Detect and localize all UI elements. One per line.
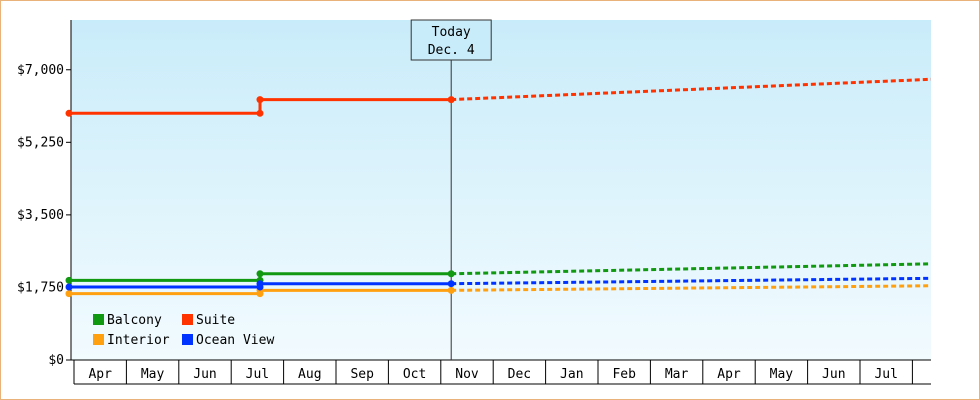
y-axis: $0 $1,750 $3,500 $5,250 $7,000	[17, 20, 72, 368]
x-tick-label: May	[770, 367, 794, 382]
x-tick-label: Aug	[298, 367, 321, 382]
x-tick-label: Dec	[508, 367, 531, 382]
legend-swatch	[93, 334, 104, 345]
x-tick-label: Jul	[246, 367, 269, 382]
x-tick-label: Apr	[717, 367, 741, 382]
x-axis: Apr May Jun Jul Aug Sep Oct Nov Dec Jan Feb Mar Apr M…	[71, 359, 931, 385]
series-lines	[65, 77, 932, 298]
x-tick-label: Mar	[665, 367, 689, 382]
x-tick-label: Nov	[455, 367, 479, 382]
today-marker: Today Dec. 4	[410, 19, 492, 360]
data-point	[65, 276, 73, 284]
legend-label: Suite	[196, 313, 235, 328]
data-point	[447, 280, 455, 288]
data-point	[256, 109, 264, 117]
x-tick-label: Feb	[612, 367, 636, 382]
legend-swatch	[182, 334, 193, 345]
data-point	[447, 96, 455, 104]
y-tick-label: $1,750	[17, 280, 64, 295]
legend-label: Ocean View	[196, 333, 274, 348]
y-tick-label: $3,500	[17, 208, 64, 223]
x-tick-label: Jun	[822, 367, 845, 382]
x-tick-label: Jun	[193, 367, 216, 382]
legend: Balcony Suite Interior Ocean View	[93, 313, 274, 348]
y-tick-label: $5,250	[17, 135, 64, 150]
data-point	[256, 270, 264, 278]
legend-swatch	[182, 314, 193, 325]
plot-background	[71, 20, 931, 360]
legend-swatch	[93, 314, 104, 325]
x-tick-label: Apr	[88, 367, 112, 382]
series-line-suite	[69, 98, 452, 115]
x-tick-label: Oct	[403, 367, 426, 382]
y-tick-label: $0	[48, 353, 64, 368]
data-point	[256, 280, 264, 288]
series-forecast-suite	[451, 77, 932, 102]
x-tick-label: Sep	[350, 367, 374, 382]
x-tick-label: Jul	[874, 367, 897, 382]
data-point	[256, 96, 264, 104]
y-tick-label: $7,000	[17, 63, 64, 78]
x-tick-label: May	[141, 367, 165, 382]
data-point	[447, 270, 455, 278]
data-point	[447, 286, 455, 294]
today-box	[410, 19, 492, 61]
legend-label: Balcony	[107, 313, 162, 328]
today-date: Dec. 4	[428, 43, 475, 58]
legend-label: Interior	[107, 333, 170, 348]
data-point	[65, 283, 73, 291]
today-label: Today	[432, 25, 471, 40]
data-point	[65, 290, 73, 298]
x-tick-label: Jan	[560, 367, 583, 382]
data-point	[65, 109, 73, 117]
